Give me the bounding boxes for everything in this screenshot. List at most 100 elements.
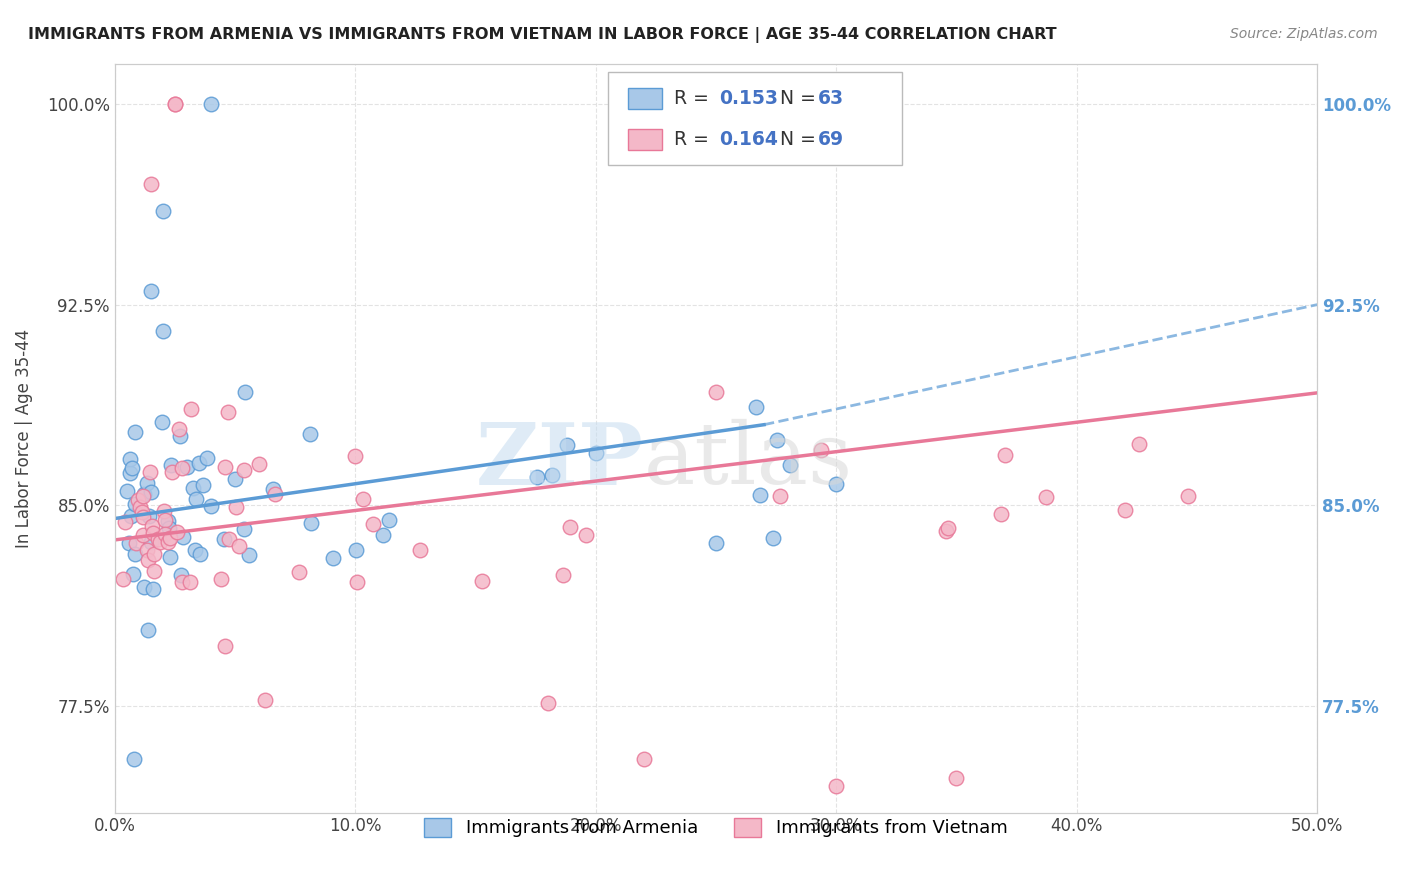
FancyBboxPatch shape	[628, 129, 662, 151]
Point	[152, 503, 174, 517]
Point	[132, 489, 155, 503]
Text: 0.153: 0.153	[720, 89, 779, 108]
Text: N =: N =	[780, 89, 821, 108]
Point	[167, 422, 190, 436]
Point	[111, 572, 134, 586]
Point	[131, 505, 153, 519]
Point	[825, 779, 848, 793]
Point	[114, 515, 136, 529]
FancyBboxPatch shape	[628, 88, 662, 109]
Point	[575, 528, 598, 542]
Point	[779, 458, 801, 473]
Point	[1035, 490, 1057, 504]
Point	[471, 574, 494, 589]
Point	[378, 513, 401, 527]
Point	[745, 400, 768, 414]
Point	[153, 513, 176, 527]
Point	[122, 752, 145, 766]
Point	[551, 568, 574, 582]
Point	[263, 482, 285, 496]
Point	[157, 514, 180, 528]
Point	[233, 463, 256, 477]
Point	[159, 550, 181, 565]
Point	[169, 429, 191, 443]
Point	[139, 285, 162, 299]
Point	[762, 532, 785, 546]
Point	[935, 524, 957, 538]
Point	[555, 438, 578, 452]
Point	[142, 526, 165, 541]
Text: R =: R =	[673, 130, 714, 149]
Point	[124, 425, 146, 439]
Point	[180, 401, 202, 416]
Point	[139, 178, 162, 192]
Point	[159, 531, 181, 545]
Point	[141, 518, 163, 533]
Point	[132, 581, 155, 595]
Point	[125, 535, 148, 549]
Point	[526, 469, 548, 483]
Point	[152, 325, 174, 339]
Point	[704, 535, 727, 549]
Point	[136, 475, 159, 490]
Point	[117, 536, 139, 550]
Point	[1114, 503, 1136, 517]
Point	[936, 521, 959, 535]
Point	[181, 481, 204, 495]
Point	[127, 492, 149, 507]
Point	[138, 508, 160, 523]
Point	[120, 509, 142, 524]
Point	[263, 486, 285, 500]
Point	[172, 530, 194, 544]
Point	[825, 477, 848, 491]
Point	[228, 540, 250, 554]
Point	[166, 525, 188, 540]
Point	[247, 457, 270, 471]
Point	[299, 516, 322, 530]
Point	[124, 547, 146, 561]
Text: IMMIGRANTS FROM ARMENIA VS IMMIGRANTS FROM VIETNAM IN LABOR FORCE | AGE 35-44 CO: IMMIGRANTS FROM ARMENIA VS IMMIGRANTS FR…	[28, 27, 1057, 43]
Text: Source: ZipAtlas.com: Source: ZipAtlas.com	[1230, 27, 1378, 41]
Point	[769, 489, 792, 503]
Point	[120, 452, 142, 467]
Point	[233, 522, 256, 536]
Point	[184, 492, 207, 507]
Point	[352, 492, 374, 507]
Point	[536, 696, 558, 710]
Point	[149, 534, 172, 549]
Point	[157, 535, 180, 549]
Point	[142, 582, 165, 596]
Point	[541, 467, 564, 482]
Text: N =: N =	[780, 130, 821, 149]
Point	[238, 548, 260, 562]
Text: 63: 63	[818, 89, 844, 108]
Text: atlas: atlas	[644, 419, 853, 502]
Point	[153, 526, 176, 541]
Point	[172, 574, 194, 589]
Point	[148, 532, 170, 546]
Point	[1177, 489, 1199, 503]
Point	[344, 543, 367, 558]
Point	[136, 624, 159, 638]
Point	[120, 466, 142, 480]
Point	[163, 97, 186, 112]
Point	[188, 547, 211, 561]
Point	[160, 458, 183, 472]
Point	[212, 533, 235, 547]
Point	[195, 451, 218, 466]
Text: 0.164: 0.164	[720, 130, 779, 149]
Point	[143, 548, 166, 562]
Point	[150, 415, 173, 429]
Point	[184, 542, 207, 557]
Point	[176, 460, 198, 475]
Point	[1128, 437, 1150, 451]
Point	[749, 488, 772, 502]
Point	[810, 443, 832, 458]
Point	[585, 446, 607, 460]
Point	[945, 771, 967, 785]
Point	[766, 434, 789, 448]
Text: 69: 69	[818, 130, 844, 149]
Point	[160, 466, 183, 480]
Point	[298, 426, 321, 441]
Point	[209, 572, 232, 586]
